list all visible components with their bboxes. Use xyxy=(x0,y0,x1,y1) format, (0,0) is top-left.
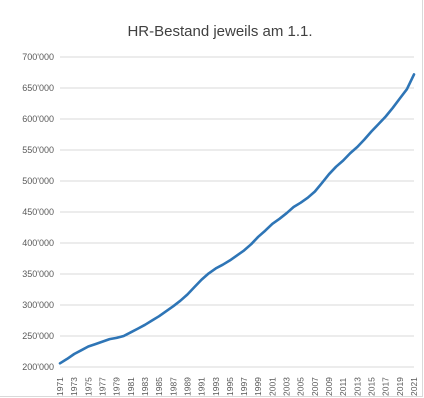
data-point xyxy=(399,98,401,100)
x-tick-label: 1995 xyxy=(225,377,235,396)
data-point xyxy=(392,107,394,109)
data-point xyxy=(123,335,125,337)
gridlines xyxy=(60,56,414,368)
data-point xyxy=(342,160,344,162)
data-point xyxy=(243,249,245,251)
data-point xyxy=(59,362,61,364)
x-tick-label: 2011 xyxy=(338,377,348,396)
y-tick-label: 700'000 xyxy=(22,52,54,62)
data-point xyxy=(80,349,82,351)
x-tick-label: 2007 xyxy=(310,377,320,396)
data-point xyxy=(116,337,118,339)
y-tick-label: 450'000 xyxy=(22,207,54,217)
x-tick-label: 2009 xyxy=(324,377,334,396)
data-point xyxy=(194,286,196,288)
data-point xyxy=(186,294,188,296)
data-point xyxy=(165,310,167,312)
data-point xyxy=(314,191,316,193)
x-tick-label: 1971 xyxy=(55,377,65,396)
data-point xyxy=(363,139,365,141)
data-point xyxy=(271,223,273,225)
x-tick-label: 1987 xyxy=(168,377,178,396)
x-tick-label: 2001 xyxy=(267,377,277,396)
data-point xyxy=(307,197,309,199)
y-tick-label: 250'000 xyxy=(22,331,54,341)
data-point xyxy=(371,130,373,132)
series-layer xyxy=(58,73,416,365)
x-tick-label: 1991 xyxy=(197,377,207,396)
x-tick-label: 2019 xyxy=(395,377,405,396)
x-tick-label: 1981 xyxy=(126,377,136,396)
x-tick-label: 1989 xyxy=(182,377,192,396)
data-point xyxy=(179,300,181,302)
data-point xyxy=(215,267,217,269)
data-point xyxy=(208,272,210,274)
y-axis-ticks: 200'000 250'000 300'000 350'000 400'000 450'0… xyxy=(22,52,54,372)
data-point xyxy=(66,358,68,360)
y-tick-label: 300'000 xyxy=(22,300,54,310)
data-point xyxy=(102,341,104,343)
y-tick-label: 200'000 xyxy=(22,362,54,372)
data-point xyxy=(406,88,408,90)
data-point xyxy=(356,146,358,148)
x-tick-label: 2015 xyxy=(367,377,377,396)
data-point xyxy=(279,218,281,220)
data-point xyxy=(300,202,302,204)
y-tick-label: 650'000 xyxy=(22,83,54,93)
x-tick-label: 2003 xyxy=(282,377,292,396)
x-tick-label: 1985 xyxy=(154,377,164,396)
data-point xyxy=(144,324,146,326)
data-point xyxy=(109,338,111,340)
x-tick-label: 1997 xyxy=(239,377,249,396)
x-tick-label: 2021 xyxy=(409,377,419,396)
x-tick-label: 1993 xyxy=(211,377,221,396)
x-tick-label: 1999 xyxy=(253,377,263,396)
x-tick-label: 1979 xyxy=(112,377,122,396)
data-point xyxy=(257,236,259,238)
data-point xyxy=(151,320,153,322)
data-point xyxy=(73,353,75,355)
data-point xyxy=(250,243,252,245)
data-point xyxy=(172,305,174,307)
y-tick-label: 550'000 xyxy=(22,145,54,155)
data-point xyxy=(130,331,132,333)
data-point xyxy=(385,116,387,118)
data-point xyxy=(413,73,415,75)
data-point xyxy=(137,328,139,330)
data-point xyxy=(94,343,96,345)
data-point xyxy=(378,123,380,125)
y-tick-label: 400'000 xyxy=(22,238,54,248)
y-tick-label: 350'000 xyxy=(22,269,54,279)
data-point xyxy=(229,259,231,261)
chart-title: HR-Bestand jeweils am 1.1. xyxy=(127,23,313,40)
data-point xyxy=(158,315,160,317)
x-tick-label: 2013 xyxy=(352,377,362,396)
data-point xyxy=(335,166,337,168)
data-point xyxy=(293,206,295,208)
data-point xyxy=(201,279,203,281)
x-axis-ticks: 1971 1973 1975 1977 1979 1981 1983 1985 1987 1989… xyxy=(55,377,419,396)
x-tick-label: 1977 xyxy=(97,377,107,396)
data-point xyxy=(236,254,238,256)
data-point xyxy=(286,212,288,214)
x-tick-label: 1973 xyxy=(69,377,79,396)
data-point xyxy=(321,182,323,184)
x-tick-label: 2017 xyxy=(381,377,391,396)
data-point xyxy=(349,152,351,154)
data-point xyxy=(328,173,330,175)
series-line xyxy=(58,73,416,365)
y-tick-label: 600'000 xyxy=(22,114,54,124)
x-tick-label: 1983 xyxy=(140,377,150,396)
data-point xyxy=(87,346,89,348)
x-tick-label: 1975 xyxy=(83,377,93,396)
data-point xyxy=(222,264,224,266)
x-tick-label: 2005 xyxy=(296,377,306,396)
data-point xyxy=(264,230,266,232)
y-tick-label: 500'000 xyxy=(22,176,54,186)
